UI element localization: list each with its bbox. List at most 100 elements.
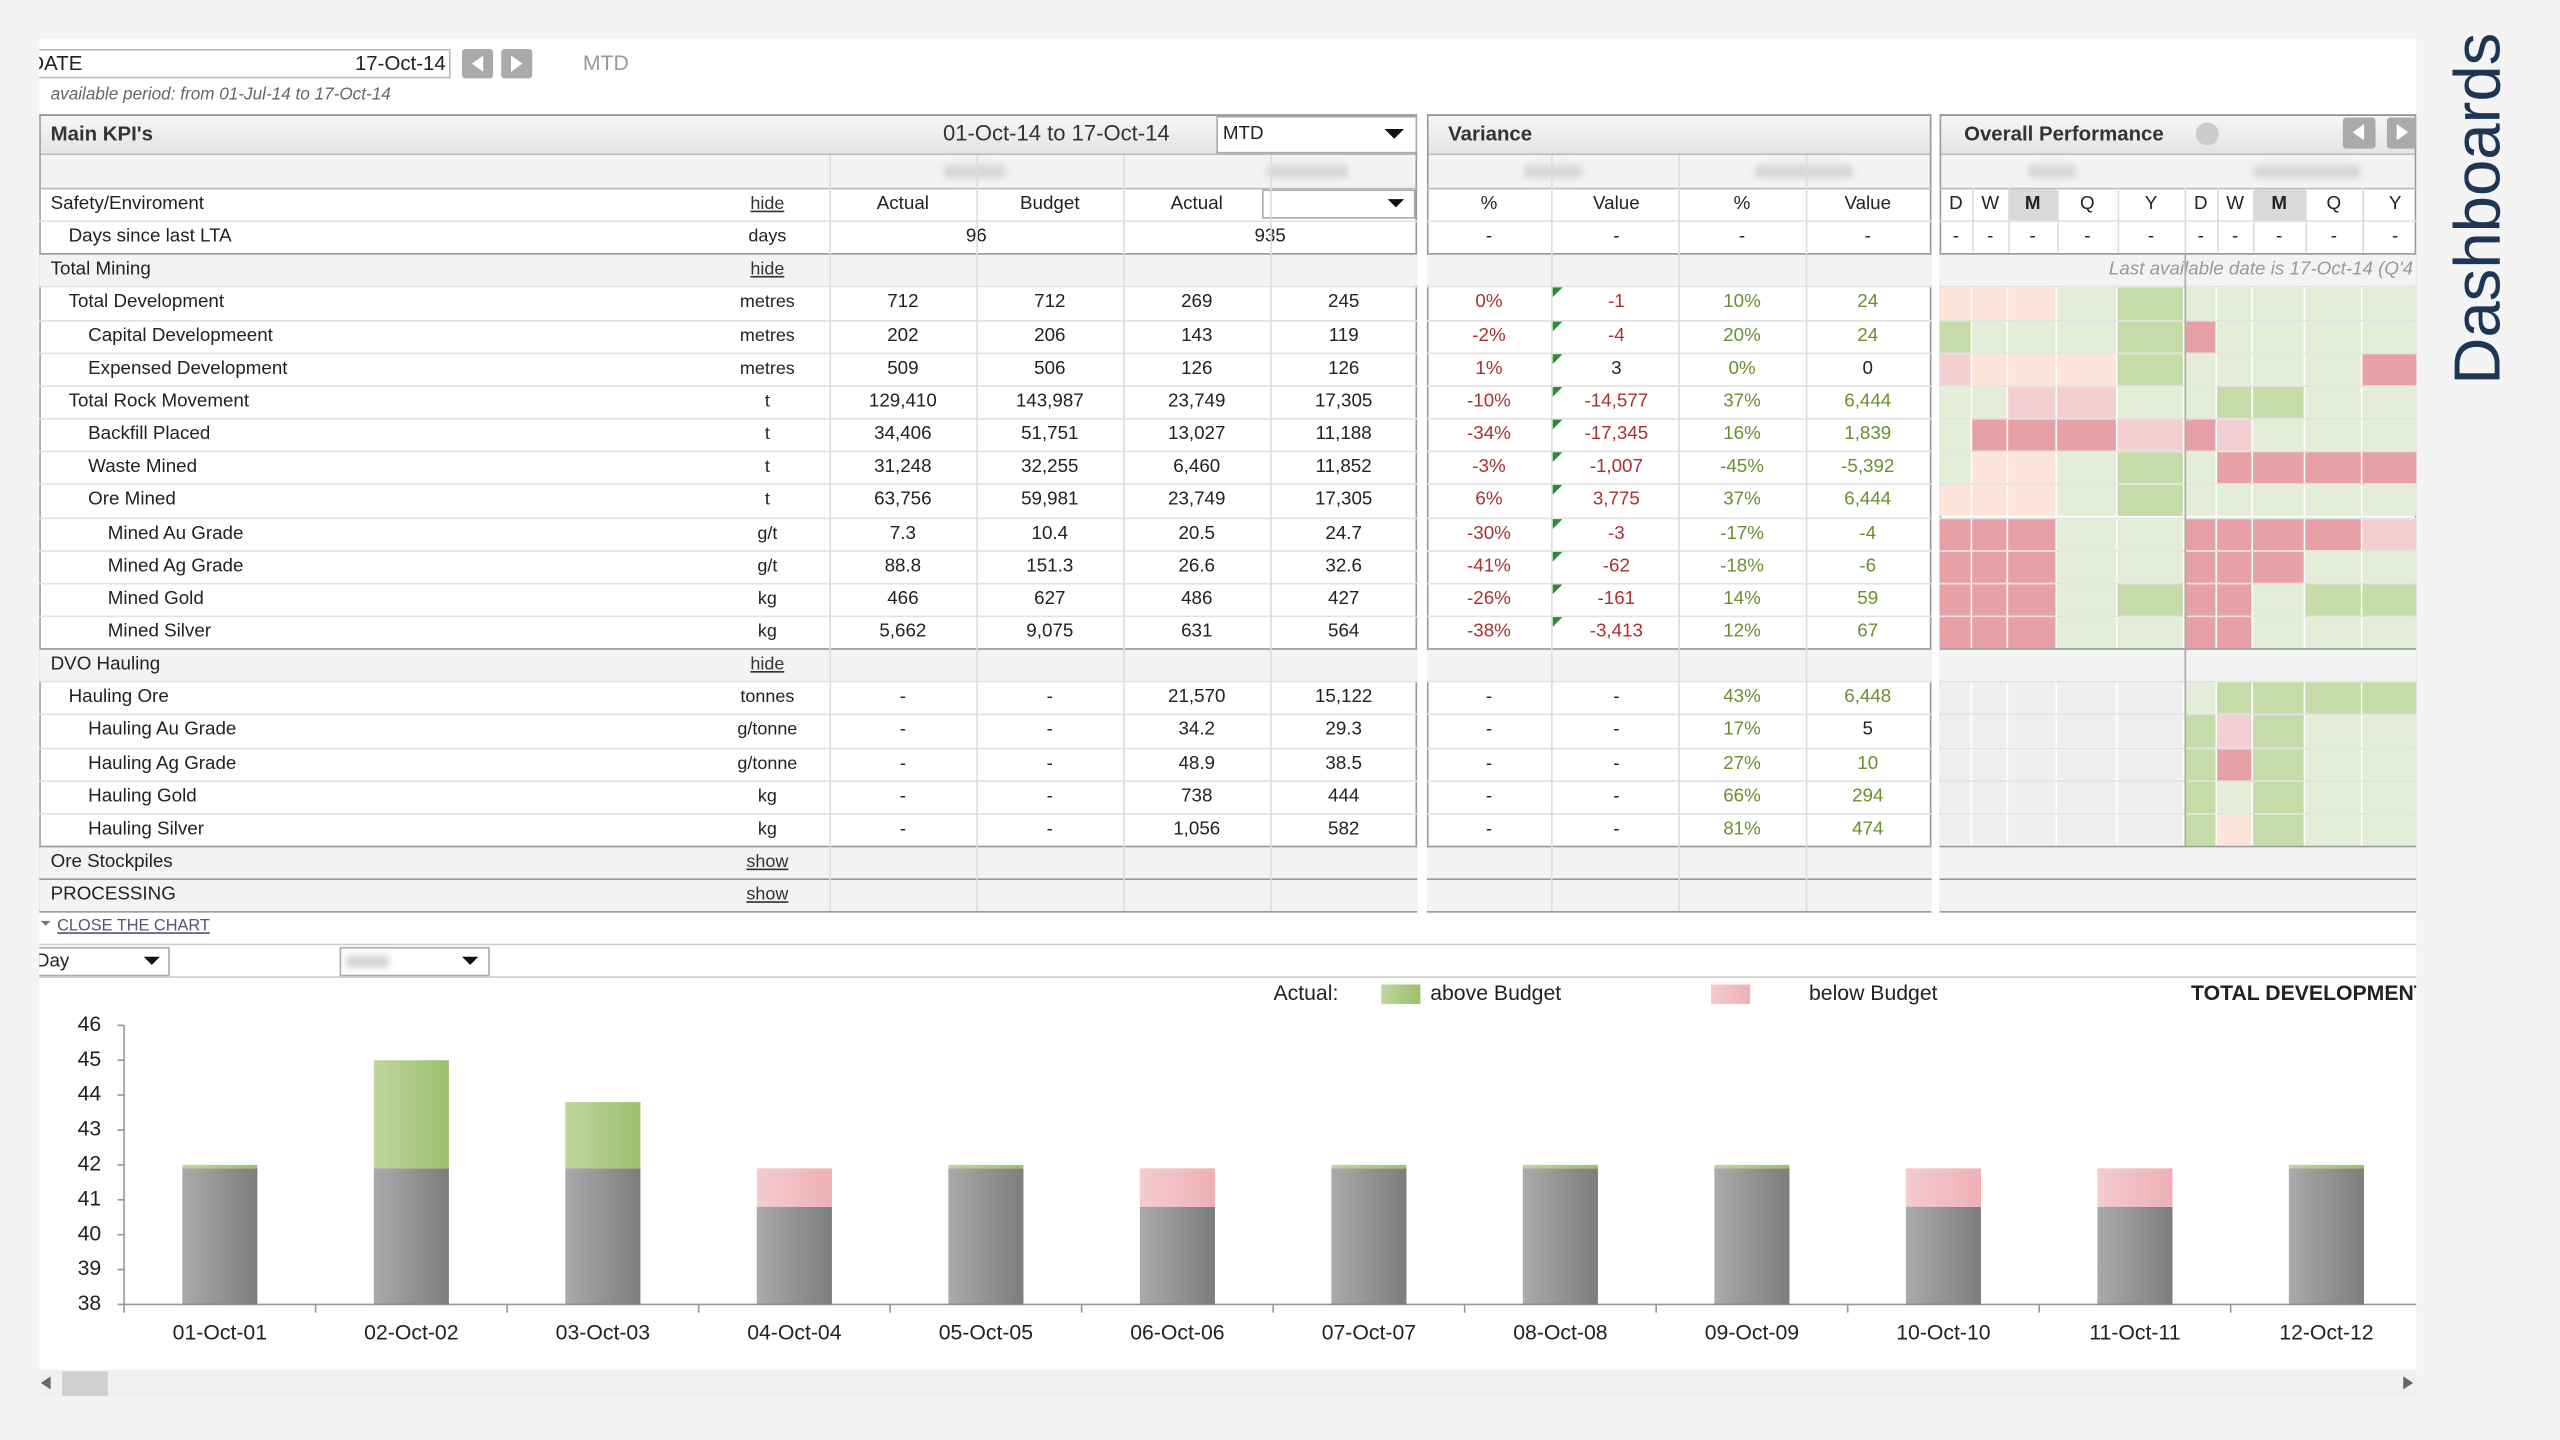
bar-segment <box>565 1102 641 1169</box>
performance-cell <box>2217 715 2254 747</box>
kpi-value: - <box>1046 687 1053 708</box>
variance-marker <box>1552 551 1563 562</box>
close-chart-link[interactable]: CLOSE THE CHART <box>57 917 210 936</box>
performance-cell <box>2305 386 2363 419</box>
performance-cell <box>2117 518 2185 550</box>
row-unit: t <box>764 457 770 478</box>
row-unit: t <box>764 391 770 412</box>
row-line <box>39 483 1418 486</box>
variance-value: 474 <box>1852 819 1884 839</box>
variance-value: - <box>1485 753 1493 774</box>
performance-cell <box>2253 715 2306 747</box>
section-toggle[interactable]: show <box>746 852 789 872</box>
variance-value: -4 <box>1607 325 1625 346</box>
variance-value: 12% <box>1723 621 1761 642</box>
col-line <box>2008 187 2010 254</box>
variance-value: 67 <box>1857 621 1879 642</box>
bar-segment <box>1522 1168 1598 1305</box>
performance-cell <box>2305 682 2363 715</box>
row-line <box>1939 911 2417 914</box>
variance-value: -3 <box>1607 523 1625 543</box>
row-line <box>1939 483 2417 486</box>
row-name: Waste Mined <box>88 457 198 478</box>
section-toggle[interactable]: hide <box>750 194 785 214</box>
variance-value: -17% <box>1720 523 1764 543</box>
performance-cell <box>1972 288 2009 320</box>
performance-cell <box>2184 485 2218 517</box>
performance-cell <box>2184 748 2218 780</box>
variance-value: -1 <box>1607 292 1625 313</box>
variance-value: -14,577 <box>1584 391 1649 412</box>
performance-cell <box>1972 551 2009 583</box>
performance-cell <box>2217 682 2254 715</box>
date-box[interactable] <box>39 48 451 79</box>
variance-value: -41% <box>1467 556 1511 576</box>
row-line <box>1939 549 2417 552</box>
blurred-text <box>2027 164 2077 178</box>
variance-marker <box>1552 485 1563 496</box>
row-line <box>1939 845 2417 848</box>
kpi-dropdown[interactable] <box>1216 115 1418 154</box>
performance-cell <box>2008 781 2058 813</box>
variance-value: - <box>1613 720 1620 741</box>
performance-cell <box>2184 584 2218 616</box>
blurred-header-row <box>39 155 1418 188</box>
performance-cell <box>2217 353 2254 386</box>
performance-value: - <box>1952 227 1960 247</box>
performance-value: - <box>2029 227 2036 247</box>
column-header: Budget <box>1020 194 1080 214</box>
kpi-value: 564 <box>1328 621 1360 642</box>
help-icon[interactable] <box>2195 122 2219 146</box>
performance-cell <box>2117 748 2185 780</box>
performance-cell <box>1939 320 1973 353</box>
variance-value: - <box>1613 786 1620 807</box>
kpi-value: - <box>1046 819 1053 839</box>
section-row <box>39 253 1418 287</box>
performance-cell <box>2217 386 2254 419</box>
section-toggle[interactable]: show <box>746 885 789 905</box>
section-toggle[interactable]: hide <box>750 654 785 675</box>
kpi-value: 48.9 <box>1178 753 1215 774</box>
row-unit: metres <box>739 325 795 346</box>
performance-cell <box>2253 452 2306 484</box>
row-name: Ore Mined <box>88 490 176 510</box>
variance-marker <box>1552 419 1563 430</box>
variance-value: -38% <box>1467 621 1511 642</box>
x-tick-label: 10-Oct-10 <box>1896 1321 1990 1344</box>
y-tick-label: 44 <box>78 1083 102 1106</box>
performance-cell <box>2253 814 2306 846</box>
performance-cell <box>2217 288 2254 320</box>
legend-swatch <box>1711 984 1751 1005</box>
col-line <box>1805 155 1808 912</box>
y-tick-label: 43 <box>78 1118 102 1141</box>
performance-cell <box>2184 320 2218 353</box>
legend-label: above Budget <box>1430 982 1561 1005</box>
variance-value: 24 <box>1857 325 1879 346</box>
row-line <box>1939 779 2417 782</box>
scrollbar-thumb[interactable] <box>62 1371 108 1396</box>
performance-cell <box>1939 386 1973 419</box>
row-line <box>1939 681 2417 683</box>
period-dropdown[interactable] <box>39 946 170 977</box>
performance-cell <box>1972 485 2009 517</box>
performance-cell <box>2217 748 2254 780</box>
performance-cell <box>2305 419 2363 451</box>
scrollbar <box>39 1369 2417 1398</box>
performance-cell <box>2305 320 2363 353</box>
performance-cell <box>2117 288 2185 320</box>
bar-segment <box>1714 1168 1790 1305</box>
performance-cell <box>2362 551 2417 583</box>
performance-cell <box>2253 748 2306 780</box>
bar-segment <box>948 1164 1024 1169</box>
row-unit: tonnes <box>740 687 795 708</box>
performance-cell <box>2117 551 2185 583</box>
col-line <box>1270 155 1272 912</box>
blurred-text <box>1266 164 1349 178</box>
variance-marker <box>1552 288 1563 298</box>
blurred-text <box>346 955 389 969</box>
chart-title: TOTAL DEVELOPMENT <box>2191 982 2416 1005</box>
performance-cell <box>2008 518 2058 550</box>
row-line <box>39 516 1418 519</box>
row-line <box>39 648 1418 650</box>
section-toggle[interactable]: hide <box>750 260 785 280</box>
